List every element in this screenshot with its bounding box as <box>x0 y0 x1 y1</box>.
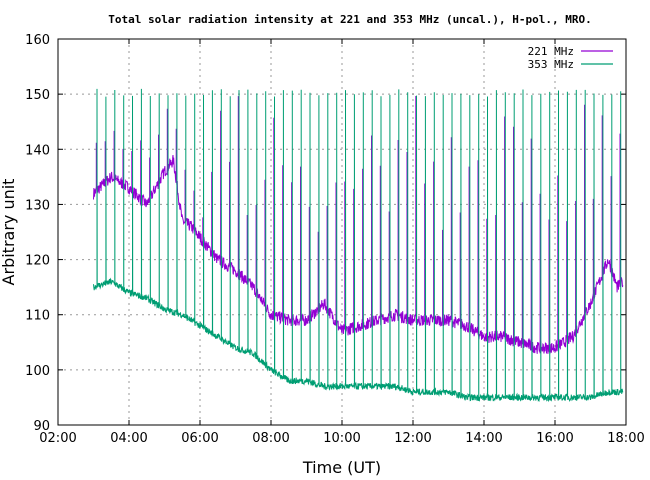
y-tick-label: 130 <box>25 198 50 213</box>
y-tick-label: 160 <box>25 33 50 48</box>
y-tick-label: 90 <box>33 419 50 434</box>
grid <box>58 39 626 425</box>
y-tick-label: 140 <box>25 143 50 158</box>
legend-label: 221 MHz <box>528 45 574 58</box>
x-tick-label: 12:00 <box>394 431 431 446</box>
series-line-0 <box>93 95 624 354</box>
x-tick-label: 18:00 <box>607 431 644 446</box>
y-tick-label: 100 <box>25 364 50 379</box>
series-line-1 <box>93 88 624 403</box>
y-tick-label: 120 <box>25 254 50 269</box>
x-axis-label: Time (UT) <box>302 458 381 477</box>
y-axis-label: Arbitrary unit <box>0 179 18 286</box>
x-tick-label: 06:00 <box>181 431 218 446</box>
y-tick-label: 150 <box>25 88 50 103</box>
axes: 90 100 110 120 130 140 150 160 02:00 04:00 06:00 08… <box>25 33 645 446</box>
y-tick-label: 110 <box>25 309 50 324</box>
x-tick-label: 08:00 <box>252 431 289 446</box>
series-layer <box>93 88 624 403</box>
x-tick-label: 04:00 <box>110 431 147 446</box>
x-tick-label: 16:00 <box>536 431 573 446</box>
legend-label: 353 MHz <box>528 58 574 71</box>
chart-title: Total solar radiation intensity at 221 a… <box>108 13 591 26</box>
x-tick-label: 02:00 <box>39 431 76 446</box>
x-tick-label: 14:00 <box>465 431 502 446</box>
x-tick-label: 10:00 <box>323 431 360 446</box>
